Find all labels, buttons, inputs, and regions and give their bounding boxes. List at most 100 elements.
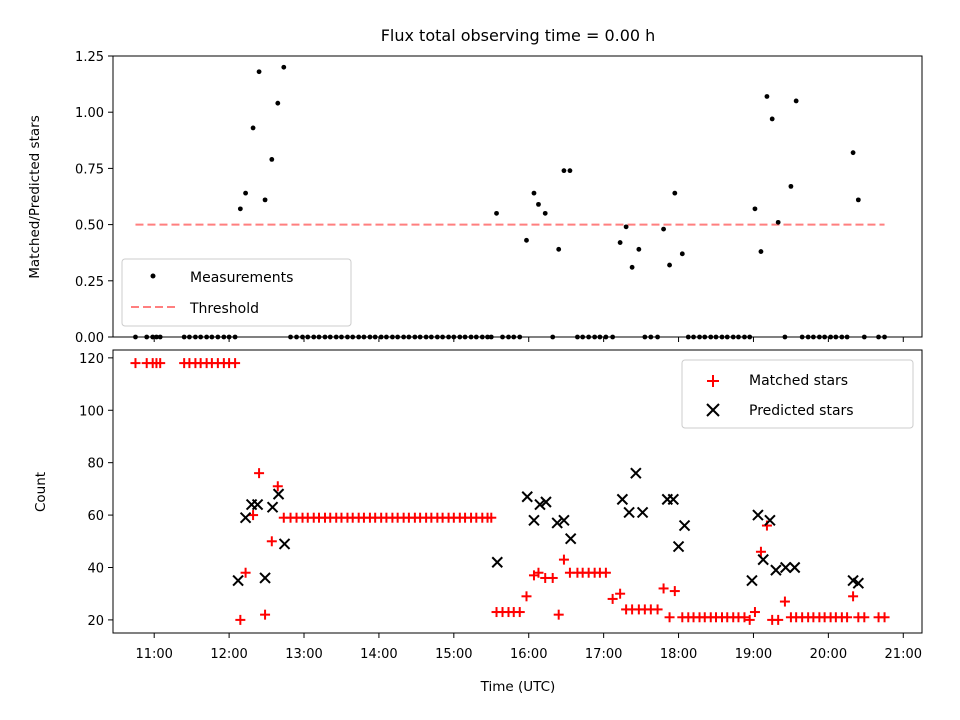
matched-point (652, 604, 663, 615)
predicted-point (272, 488, 285, 500)
predicted-point (616, 493, 629, 506)
predicted-point (551, 517, 563, 529)
measurement-point (275, 100, 281, 106)
measurement-point (536, 201, 541, 207)
count-x-tick-label: 14:00 (360, 647, 397, 662)
matched-point (235, 614, 246, 625)
predicted-point (672, 540, 685, 553)
count-x-tick-label: 11:00 (135, 647, 172, 662)
predicted-legend-marker (706, 403, 720, 417)
predicted-point (764, 514, 776, 527)
predicted-point (521, 491, 533, 503)
measurement-point (672, 190, 678, 196)
matched-point (514, 607, 525, 618)
predicted-point (251, 498, 264, 511)
count-y-tick-label: 40 (87, 561, 104, 576)
threshold-legend-label: Threshold (189, 301, 259, 317)
predicted-point (779, 561, 792, 574)
x-axis-label: Time (UTC) (480, 679, 556, 695)
count-x-ticks: 11:00 12:00 13:00 14:00 15:00 16:00 17:00 18:00… (135, 633, 922, 662)
ratio-y-tick-label: 1.00 (75, 106, 104, 121)
measurement-point (262, 197, 268, 203)
measurement-points (133, 64, 887, 340)
count-x-tick-label: 12:00 (210, 647, 247, 662)
predicted-point (623, 506, 635, 519)
matched-point (848, 591, 859, 602)
predicted-point (746, 574, 758, 587)
predicted-point (752, 509, 764, 521)
measurements-legend-label: Measurements (190, 270, 293, 286)
matched-point (658, 583, 669, 594)
count-y-tick-label: 100 (79, 404, 104, 419)
measurement-point (769, 116, 775, 122)
predicted-point (534, 498, 546, 511)
predicted-point (852, 577, 865, 589)
measurement-point (617, 240, 623, 245)
measurement-point (629, 264, 635, 270)
matched-point (669, 586, 680, 597)
ratio-legend-box (121, 258, 352, 327)
matched-legend-label: Matched stars (749, 373, 848, 389)
matched-point (486, 512, 497, 523)
measurement-point (855, 197, 861, 203)
count-x-tick-label: 15:00 (435, 647, 472, 662)
count-x-tick-label: 21:00 (885, 647, 922, 662)
count-x-tick-label: 16:00 (510, 647, 547, 662)
matched-point (130, 358, 141, 369)
ratio-plot-frame (112, 55, 923, 338)
matched-point (755, 546, 766, 557)
measurement-point (281, 64, 287, 70)
measurement-point (542, 210, 548, 216)
predicted-point (564, 532, 577, 545)
matched-point (842, 612, 853, 623)
measurement-point (667, 262, 672, 268)
matched-legend-marker (707, 375, 719, 387)
matched-point (521, 591, 532, 602)
measurement-point (250, 125, 256, 131)
measurement-point (661, 226, 666, 232)
count-legend: Matched stars Predicted stars (681, 359, 914, 429)
measurement-point (243, 190, 248, 196)
predicted-point (558, 514, 570, 527)
measurement-point (623, 224, 629, 230)
count-legend-box (681, 359, 914, 429)
matched-point (773, 614, 784, 625)
matched-point (749, 607, 760, 618)
measurement-point (556, 246, 562, 252)
measurement-point (850, 150, 856, 156)
measurement-point (561, 168, 567, 174)
ratio-y-tick-label: 0.25 (75, 275, 104, 290)
measurement-point (531, 190, 537, 196)
measurement-point (269, 157, 275, 162)
matched-point (155, 358, 166, 369)
predicted-point (239, 511, 252, 524)
predicted-point (678, 519, 691, 532)
ratio-y-tick-label: 1.25 (75, 50, 104, 65)
predicted-point (667, 493, 680, 506)
matched-point (879, 612, 890, 623)
ratio-y-tick-label: 0.50 (75, 219, 104, 234)
ratio-legend: Measurements Threshold (121, 258, 352, 327)
matched-point (664, 612, 675, 623)
measurement-point (793, 98, 799, 104)
predicted-point (528, 514, 540, 527)
matched-point (248, 510, 259, 521)
count-y-tick-label: 60 (87, 509, 104, 524)
matched-point (607, 593, 618, 604)
predicted-point (266, 501, 279, 513)
predicted-point (630, 467, 642, 479)
measurement-point (636, 246, 642, 252)
predicted-point (491, 556, 503, 568)
count-x-tick-label: 20:00 (810, 647, 847, 662)
matched-point (615, 588, 626, 599)
count-y-tick-label: 80 (87, 457, 104, 472)
measurement-point (788, 183, 794, 189)
measurements-legend-marker (150, 273, 156, 279)
ratio-panel: 0.00 0.25 0.50 0.75 1.00 1.25 Matched/Predict… (27, 50, 923, 346)
measurement-point (764, 94, 770, 99)
matched-point (553, 609, 564, 620)
matched-point (744, 614, 755, 625)
matched-point (533, 567, 544, 578)
measurement-point (237, 206, 243, 212)
ratio-y-axis-label: Matched/Predicted stars (27, 115, 43, 278)
